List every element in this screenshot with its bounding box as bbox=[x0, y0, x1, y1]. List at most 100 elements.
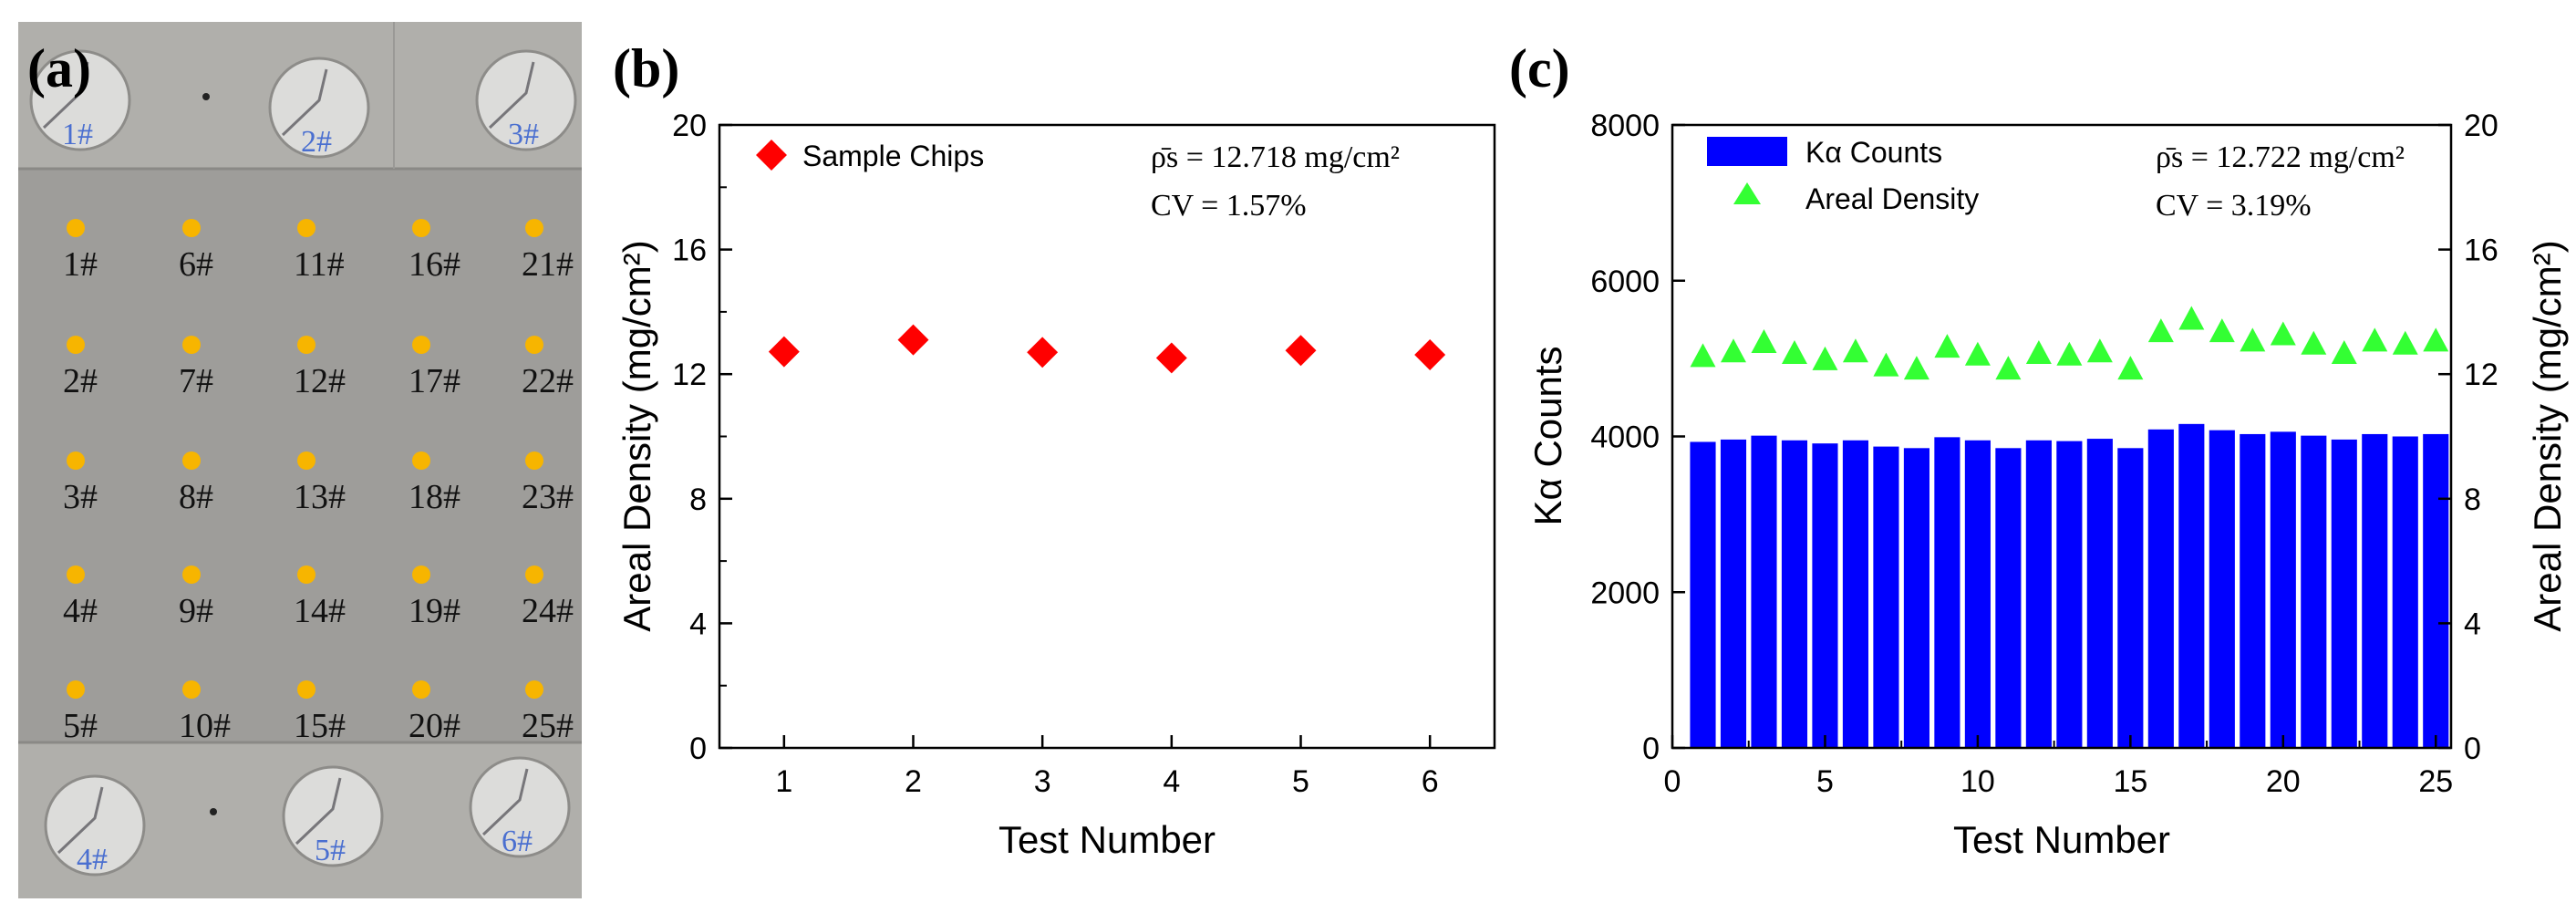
data-point-sample-chips bbox=[1414, 339, 1446, 370]
chip-dot bbox=[412, 219, 430, 237]
chip-dot bbox=[412, 451, 430, 470]
data-point-areal-density bbox=[2240, 327, 2266, 352]
chip-label: 14# bbox=[294, 592, 346, 630]
chip-dot bbox=[297, 336, 316, 354]
data-point-areal-density bbox=[1964, 341, 1991, 366]
y-tick-label-b: 20 bbox=[672, 109, 707, 143]
bar-kalpha-counts bbox=[1720, 439, 1747, 748]
chip-dot bbox=[297, 680, 316, 699]
panel-label-a: (a) bbox=[27, 38, 91, 99]
bar-kalpha-counts bbox=[2301, 435, 2327, 748]
x-axis-title-c: Test Number bbox=[1953, 818, 2170, 861]
chip-label: 2# bbox=[63, 362, 98, 400]
chip-label: 24# bbox=[522, 592, 574, 630]
chip-label: 6# bbox=[179, 245, 213, 284]
data-point-areal-density bbox=[1934, 334, 1960, 358]
plot-frame-b bbox=[718, 123, 1496, 750]
y-tick-label-right-c: 16 bbox=[2464, 233, 2498, 268]
x-tick-label-b: 5 bbox=[1292, 764, 1309, 799]
mounting-hole bbox=[44, 774, 146, 877]
chip-dot bbox=[182, 219, 201, 237]
bar-kalpha-counts bbox=[2331, 439, 2357, 748]
legend-label-sample-chips: Sample Chips bbox=[802, 140, 984, 172]
data-point-areal-density bbox=[2086, 338, 2113, 363]
axis-ticks-c: 0 5 10 15 20 25 0 2000 4000 6000 8000 0 4 8 12 16 20 bbox=[1590, 109, 2498, 799]
data-point-areal-density bbox=[2392, 330, 2418, 355]
hole-crack bbox=[481, 768, 529, 836]
y-tick-label-left-c: 2000 bbox=[1590, 576, 1660, 610]
chip-label: 20# bbox=[409, 707, 460, 745]
chip-dot bbox=[67, 336, 85, 354]
data-point-areal-density bbox=[1873, 352, 1899, 377]
hole-crack bbox=[281, 68, 328, 137]
chip-dot bbox=[297, 451, 316, 470]
x-tick-label-c: 15 bbox=[2113, 764, 2147, 799]
chip-label: 13# bbox=[294, 478, 346, 516]
chip-label: 16# bbox=[409, 245, 460, 284]
x-tick-label-b: 4 bbox=[1163, 764, 1180, 799]
chip-dot bbox=[412, 680, 430, 699]
bar-kalpha-counts bbox=[1781, 440, 1808, 748]
chip-label: 4# bbox=[63, 592, 98, 630]
x-tick-label-b: 6 bbox=[1422, 764, 1439, 799]
chip-label: 12# bbox=[294, 362, 346, 400]
bar-kalpha-counts bbox=[1964, 440, 1991, 748]
bars-kalpha-counts bbox=[1690, 423, 2449, 748]
y-tick-label-right-c: 4 bbox=[2464, 607, 2481, 641]
y-tick-label-right-c: 20 bbox=[2464, 109, 2498, 143]
markers-areal-density bbox=[1690, 306, 2449, 380]
data-point-areal-density bbox=[1781, 340, 1807, 365]
chip-dot bbox=[525, 565, 543, 584]
bar-kalpha-counts bbox=[2025, 440, 2052, 748]
bar-kalpha-counts bbox=[2392, 436, 2418, 748]
data-point-areal-density bbox=[2025, 340, 2052, 365]
chip-dot bbox=[297, 219, 316, 237]
mounting-hole bbox=[29, 49, 131, 151]
bar-kalpha-counts bbox=[1934, 437, 1960, 748]
y-tick-label-b: 0 bbox=[689, 731, 707, 766]
y-tick-label-left-c: 0 bbox=[1642, 731, 1660, 766]
annotation-cv-b: CV = 1.57% bbox=[1151, 189, 1307, 223]
legend-label-areal-density: Areal Density bbox=[1805, 182, 1979, 215]
hole-crack bbox=[57, 786, 104, 855]
x-tick-label-c: 20 bbox=[2266, 764, 2301, 799]
x-tick-label-c: 10 bbox=[1960, 764, 1995, 799]
y-tick-label-b: 16 bbox=[672, 233, 707, 268]
annotation-mean-b: ρ̄s = 12.718 mg/cm² bbox=[1151, 140, 1400, 174]
chip-dot bbox=[525, 451, 543, 470]
bar-kalpha-counts bbox=[2209, 430, 2235, 748]
bar-kalpha-counts bbox=[2147, 429, 2174, 748]
mounting-hole bbox=[268, 57, 370, 159]
x-tick-label-b: 1 bbox=[775, 764, 792, 799]
chip-label: 3# bbox=[63, 478, 98, 516]
bar-kalpha-counts bbox=[2178, 423, 2205, 748]
data-point-areal-density bbox=[1751, 329, 1777, 354]
hole-label: 2# bbox=[301, 125, 332, 159]
y-tick-label-left-c: 8000 bbox=[1590, 109, 1660, 143]
chip-label: 25# bbox=[522, 707, 574, 745]
bar-kalpha-counts bbox=[2056, 441, 2083, 748]
y-tick-label-right-c: 8 bbox=[2464, 482, 2481, 517]
chip-dot bbox=[67, 565, 85, 584]
x-tick-label-c: 5 bbox=[1816, 764, 1834, 799]
plate-speck bbox=[202, 93, 210, 100]
chip-dot bbox=[525, 336, 543, 354]
data-point-sample-chips bbox=[1285, 335, 1317, 367]
data-point-areal-density bbox=[2147, 318, 2174, 343]
y-tick-label-b: 4 bbox=[689, 607, 707, 641]
data-point-areal-density bbox=[2178, 306, 2205, 330]
y-tick-label-right-c: 12 bbox=[2464, 358, 2498, 392]
hole-crack bbox=[488, 61, 535, 130]
x-tick-label-b: 3 bbox=[1034, 764, 1051, 799]
chip-dot bbox=[67, 680, 85, 699]
y-axis-title-right-c: Areal Density (mg/cm²) bbox=[2526, 240, 2569, 631]
data-point-areal-density bbox=[2117, 356, 2144, 380]
data-point-sample-chips bbox=[897, 324, 929, 356]
chip-dot bbox=[67, 451, 85, 470]
bar-kalpha-counts bbox=[1751, 435, 1777, 748]
chip-label: 18# bbox=[409, 478, 460, 516]
chip-label: 10# bbox=[179, 707, 231, 745]
data-point-areal-density bbox=[2056, 341, 2083, 366]
mounting-hole bbox=[282, 765, 384, 867]
